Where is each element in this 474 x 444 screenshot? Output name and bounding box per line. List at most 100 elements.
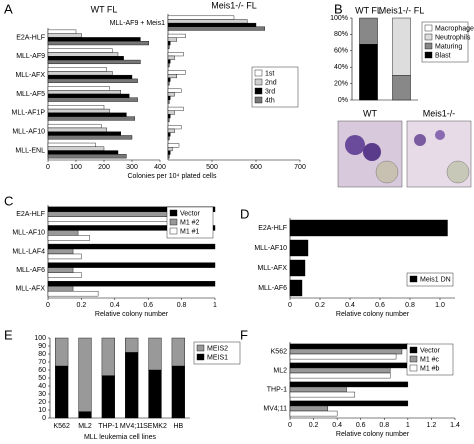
bar <box>167 26 266 31</box>
bar <box>289 410 338 417</box>
y-tick-label: 20 <box>38 399 46 406</box>
legend-label: MEIS1 <box>207 354 228 361</box>
x-axis-label: Relative colony number <box>336 311 410 318</box>
bar <box>167 125 182 130</box>
legend-swatch <box>409 355 418 363</box>
legend-label: M1 #2 <box>180 219 200 226</box>
bar <box>167 77 171 82</box>
y-tick-label: 0 <box>42 415 46 422</box>
y-tick-label: MLL-AF6 <box>16 267 45 274</box>
x-tick-label: 0.6 <box>356 422 366 429</box>
legend-swatch <box>424 24 433 32</box>
bar-segment <box>148 369 162 419</box>
bar <box>167 81 170 86</box>
y-tick-label: 50 <box>38 375 46 382</box>
bar <box>167 70 186 75</box>
legend-label: 4th <box>265 97 275 104</box>
y-tick-label: THP-1 <box>267 386 287 393</box>
bar <box>47 29 77 34</box>
bar <box>47 131 122 136</box>
bar <box>289 343 409 350</box>
bar <box>289 219 448 237</box>
bar <box>167 128 175 133</box>
x-tick-label: SEMK2 <box>143 423 167 430</box>
bar <box>47 37 141 42</box>
bar <box>167 33 186 38</box>
bar <box>47 90 122 95</box>
x-tick-label: 0.4 <box>332 422 342 429</box>
y-tick-label: K562 <box>271 348 287 355</box>
bar <box>47 86 110 91</box>
x-axis-label: MLL leukemia cell lines <box>84 434 157 441</box>
bar <box>47 71 113 76</box>
bar <box>47 262 216 268</box>
x-tick-label: 0.8 <box>379 422 389 429</box>
bar <box>167 114 171 119</box>
x-axis-label: Relative colony number <box>336 431 410 438</box>
bar <box>167 44 170 49</box>
bar <box>47 112 127 117</box>
bar <box>47 67 107 72</box>
legend-swatch <box>169 218 178 226</box>
y-tick-label: MLL-AF1P <box>12 110 46 117</box>
legend-swatch <box>409 346 418 354</box>
legend-swatch <box>169 227 178 235</box>
bar <box>47 146 105 151</box>
y-tick-label: MLL-AF10 <box>12 230 45 237</box>
bar <box>47 59 141 65</box>
legend-label: Neutrophils <box>435 34 471 41</box>
x-tick-label: 1.2 <box>427 422 437 429</box>
bar <box>47 105 105 110</box>
bar <box>47 33 82 38</box>
bar-segment <box>359 17 378 45</box>
y-tick-label: 40 <box>38 383 46 390</box>
bar <box>47 127 107 132</box>
bar-segment <box>125 337 139 353</box>
legend-label: Maturing <box>435 43 462 50</box>
bar <box>47 290 99 297</box>
bar-segment <box>55 365 69 419</box>
bar-segment <box>78 337 92 412</box>
bar <box>47 78 138 83</box>
y-tick-label: 0% <box>338 97 348 104</box>
y-tick-label: MLL-AFX <box>15 286 45 293</box>
bar <box>167 136 170 141</box>
y-tick-label: E2A-HLF <box>16 211 45 218</box>
x-tick-label: 0 <box>46 302 50 309</box>
x-tick-label: 0.4 <box>345 302 355 309</box>
bar-segment <box>392 75 411 101</box>
legend-box <box>406 272 454 287</box>
y-tick-label: 30 <box>38 391 46 398</box>
legend-swatch <box>254 69 263 77</box>
bar <box>47 281 216 287</box>
bar-segment <box>359 44 378 101</box>
bar <box>167 63 170 68</box>
bar <box>47 253 82 260</box>
legend-swatch <box>409 364 418 372</box>
x-tick-label: 0 <box>46 164 50 171</box>
bar <box>47 243 216 250</box>
image-label: WT <box>363 108 377 118</box>
bar <box>167 154 170 159</box>
y-tick-label: MLL-AF5 <box>16 91 45 98</box>
bar <box>47 272 82 278</box>
bar-segment <box>55 337 69 367</box>
cell <box>345 135 365 155</box>
bar <box>47 211 174 217</box>
x-tick-label: 300 <box>126 164 138 171</box>
colony-inset <box>446 160 470 184</box>
bar <box>47 150 119 155</box>
image-label: Meis1-/- <box>423 108 456 118</box>
x-tick-label: 0 <box>288 422 292 429</box>
bar <box>289 367 391 374</box>
bar-segment <box>101 375 115 419</box>
bar <box>47 154 127 159</box>
x-tick-label: 0 <box>288 302 292 309</box>
bar <box>47 267 74 273</box>
x-tick-label: 1.0 <box>435 302 445 309</box>
y-tick-label: MLL-AFX <box>15 72 45 79</box>
y-tick-label: 70 <box>38 359 46 366</box>
bar <box>167 41 171 46</box>
panel-letter: A <box>4 1 13 16</box>
